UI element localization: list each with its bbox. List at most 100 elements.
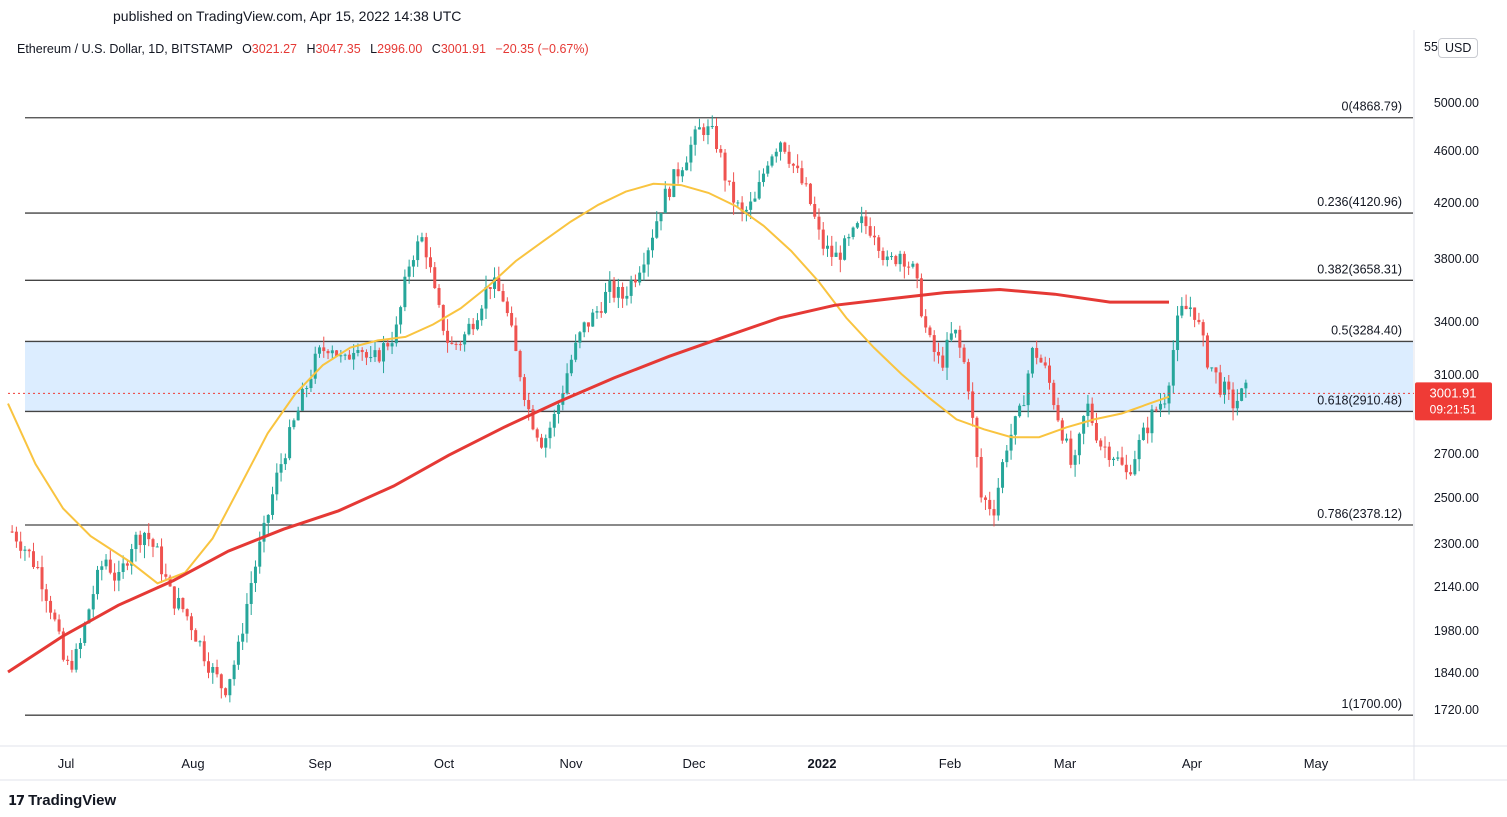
candle-body-27	[125, 563, 129, 566]
candle-body-185	[800, 168, 804, 184]
candle-body-287	[1235, 400, 1239, 409]
candle-body-35	[160, 546, 164, 575]
candle-body-251	[1082, 415, 1086, 434]
candle-body-58	[258, 541, 262, 567]
candle-body-154	[668, 188, 672, 197]
candle-body-183	[791, 163, 795, 166]
candle-body-97	[424, 237, 428, 258]
low-label: L	[370, 42, 378, 56]
candle-body-113	[493, 277, 497, 289]
candle-body-165	[715, 126, 719, 150]
candle-body-262	[1129, 472, 1133, 475]
candle-body-112	[488, 287, 492, 289]
candle-body-168	[727, 180, 731, 182]
x-tick-6: 2022	[808, 756, 837, 771]
candle-body-109	[475, 320, 479, 330]
candle-body-34	[155, 546, 159, 548]
published-label: published on TradingView.com, Apr 15, 20…	[113, 8, 462, 24]
candle-body-212	[915, 263, 919, 279]
candle-body-241	[1039, 357, 1043, 363]
candle-body-28	[130, 549, 134, 566]
candle-body-268	[1154, 409, 1158, 411]
candle-body-117	[510, 313, 514, 326]
candle-body-125	[544, 438, 548, 448]
candle-body-194	[838, 252, 842, 260]
candle-body-7	[40, 567, 44, 590]
candle-body-231	[996, 487, 1000, 516]
candle-body-193	[834, 252, 838, 257]
close-label: C	[431, 42, 441, 56]
candle-body-87	[382, 343, 386, 362]
candle-body-248	[1069, 438, 1073, 465]
candle-body-192	[830, 245, 834, 257]
x-tick-5: Dec	[682, 756, 706, 771]
candle-body-207	[894, 256, 898, 265]
candle-body-127	[552, 413, 556, 428]
last-price-value: 3001.91	[1430, 385, 1477, 400]
candle-body-171	[740, 202, 744, 212]
candle-body-107	[467, 323, 471, 335]
candle-body-120	[522, 377, 526, 400]
candle-body-59	[262, 522, 266, 542]
candle-body-230	[992, 509, 996, 516]
candle-body-188	[813, 203, 817, 217]
candle-body-283	[1218, 372, 1222, 395]
candle-body-9	[49, 600, 53, 613]
candle-body-88	[386, 343, 390, 347]
candle-body-116	[505, 301, 509, 314]
x-tick-9: Apr	[1182, 756, 1203, 771]
candle-body-217	[937, 351, 940, 356]
candle-body-196	[847, 236, 851, 239]
x-tick-4: Nov	[559, 756, 583, 771]
candle-body-184	[796, 165, 800, 169]
candle-body-203	[877, 237, 881, 251]
candle-body-5	[31, 551, 35, 568]
candle-body-244	[1052, 382, 1056, 406]
candle-body-21	[100, 566, 104, 570]
candle-body-138	[599, 311, 603, 313]
candle-body-254	[1094, 422, 1098, 441]
candle-body-232	[1001, 462, 1005, 488]
x-tick-1: Aug	[181, 756, 204, 771]
fib-levels-layer: 0(4868.79) 0.236(4120.96) 0.382(3658.31) 0.…	[25, 100, 1413, 716]
candle-body-68	[300, 388, 304, 411]
fib-highlight-zone	[25, 341, 1413, 412]
footer-brand[interactable]: 𝟭𝟳 TradingView	[8, 792, 116, 809]
candle-body-0	[10, 531, 14, 533]
high-label: H	[306, 42, 316, 56]
candle-body-166	[719, 149, 723, 153]
candle-body-122	[531, 409, 535, 430]
candle-body-273	[1176, 315, 1180, 351]
candle-body-84	[369, 357, 373, 359]
candle-body-16	[78, 642, 82, 649]
candle-body-186	[804, 183, 808, 185]
candle-body-20	[96, 569, 100, 595]
candle-body-206	[890, 256, 894, 258]
ma-long-line	[7, 287, 1169, 674]
y-tick-9: 2140.00	[1434, 580, 1479, 594]
candle-body-178	[770, 156, 774, 166]
candle-body-26	[121, 563, 125, 572]
candle-body-205	[885, 256, 889, 261]
candle-body-82	[360, 349, 364, 353]
candle-body-204	[881, 250, 885, 261]
candle-body-245	[1056, 405, 1060, 421]
candle-body-189	[817, 216, 821, 230]
y-tick-4: 3400.00	[1434, 315, 1479, 329]
candle-body-210	[907, 266, 911, 268]
candle-body-249	[1073, 455, 1077, 465]
high-value: 3047.35	[315, 42, 361, 56]
currency-button[interactable]: USD	[1438, 38, 1479, 58]
candle-body-246	[1060, 420, 1064, 441]
candle-body-278	[1197, 319, 1201, 323]
candle-body-133	[578, 332, 582, 343]
candle-body-134	[582, 322, 586, 333]
candle-body-261	[1124, 464, 1128, 473]
candle-body-72	[318, 347, 321, 354]
last-price-tag	[1415, 382, 1492, 421]
candle-body-78	[343, 354, 347, 356]
candle-body-118	[514, 325, 518, 352]
candle-body-252	[1086, 403, 1090, 416]
candle-body-91	[399, 307, 403, 325]
